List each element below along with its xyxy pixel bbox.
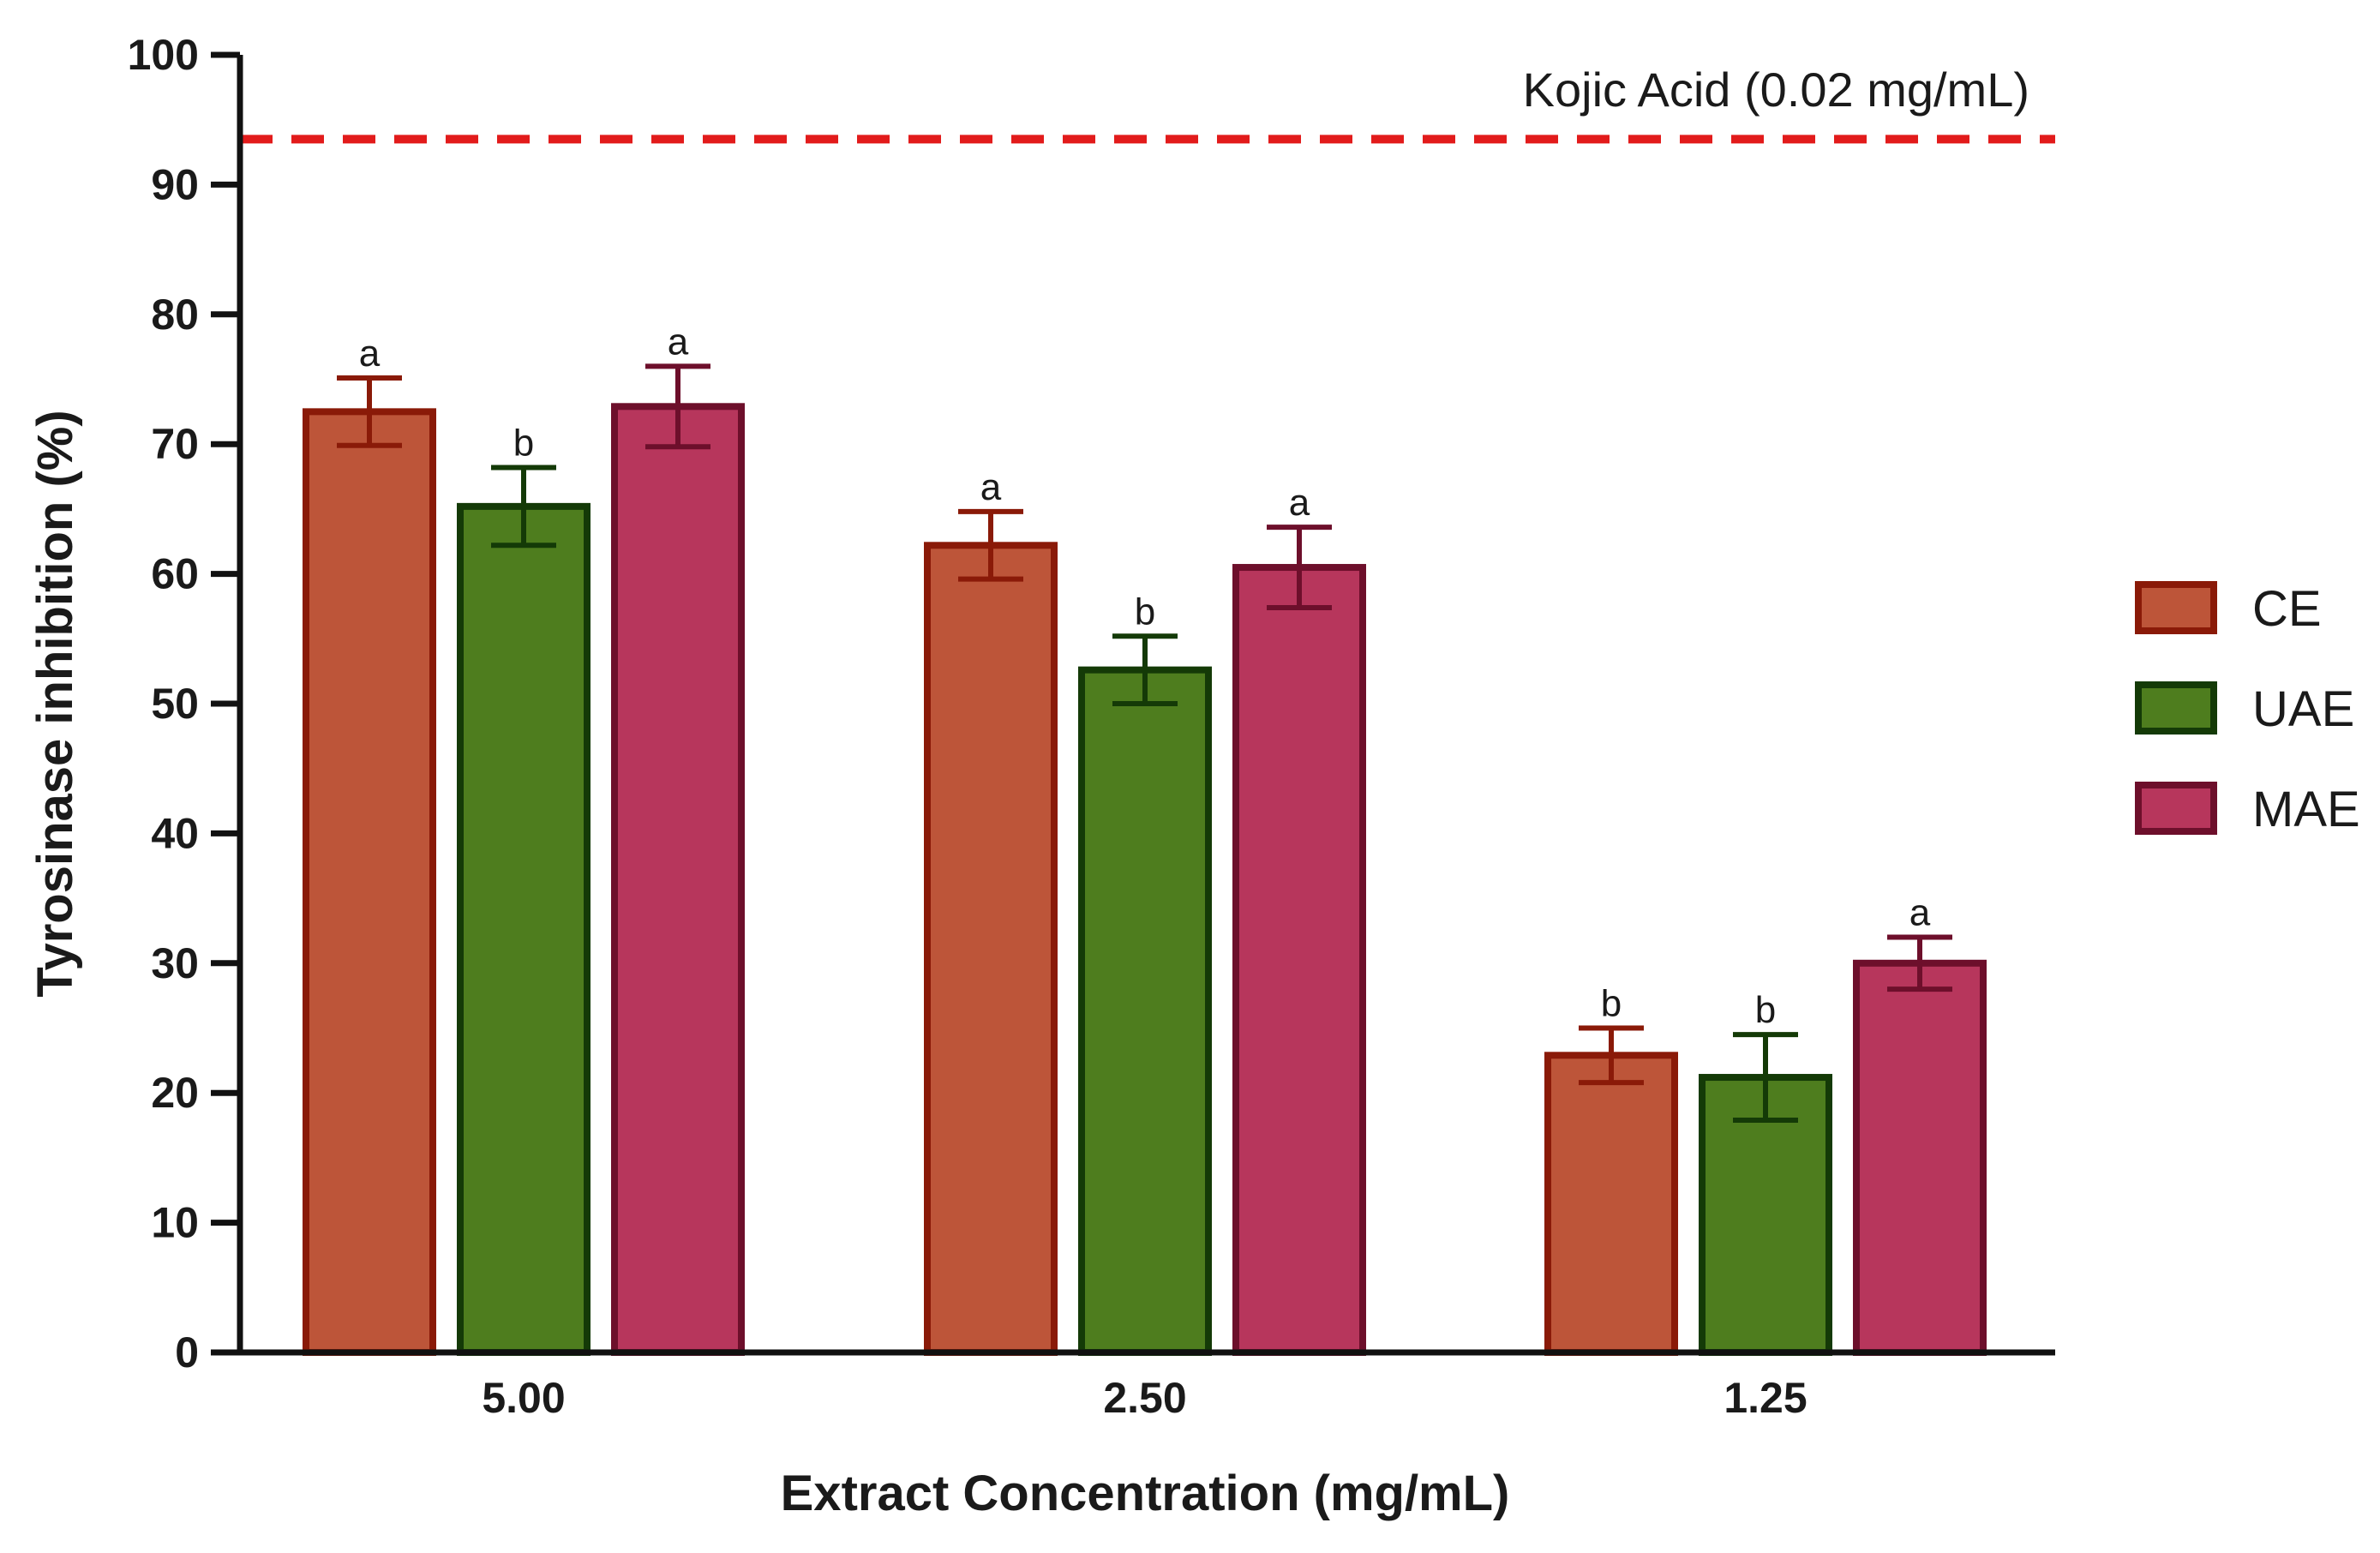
- reference-line-label: Kojic Acid (0.02 mg/mL): [1523, 63, 2029, 117]
- y-axis-title: Tyrosinase inhibition (%): [27, 410, 83, 997]
- significance-letter: a: [1909, 892, 1931, 934]
- bars-layer: a b a a b a b b a: [306, 321, 1983, 1352]
- y-tick-label: 70: [151, 420, 199, 468]
- y-tick-label: 60: [151, 550, 199, 598]
- bar: [1236, 567, 1363, 1352]
- legend-swatch: [2138, 585, 2214, 631]
- y-tick-label: 50: [151, 680, 199, 728]
- bar: [306, 411, 433, 1352]
- significance-letter: b: [1601, 983, 1622, 1025]
- legend-label: UAE: [2252, 681, 2354, 737]
- legend-label: CE: [2252, 581, 2322, 637]
- significance-letter: a: [1289, 482, 1310, 524]
- legend-swatch: [2138, 685, 2214, 731]
- y-tick-label: 10: [151, 1199, 199, 1247]
- x-tick-label: 2.50: [1103, 1374, 1186, 1422]
- y-tick-label: 90: [151, 160, 199, 208]
- bar: [1856, 963, 1983, 1352]
- significance-letter: b: [1755, 989, 1776, 1031]
- significance-letter: b: [513, 422, 534, 464]
- x-axis-title: Extract Concentration (mg/mL): [781, 1466, 1510, 1521]
- significance-letter: a: [359, 333, 381, 375]
- significance-letter: a: [668, 321, 689, 363]
- x-tick-label: 1.25: [1724, 1374, 1807, 1422]
- x-tick-label: 5.00: [482, 1374, 565, 1422]
- y-tick-label: 100: [128, 31, 199, 79]
- bar: [927, 545, 1054, 1352]
- y-tick-label: 30: [151, 939, 199, 987]
- y-tick-label: 0: [175, 1328, 199, 1376]
- y-tick-label: 40: [151, 809, 199, 857]
- bar-chart: a b a a b a b b a 0 10 20 30 40 50 60 70 80 90 100 5.00 2.50…: [0, 0, 2380, 1553]
- legend-label: MAE: [2252, 782, 2360, 837]
- significance-letter: b: [1135, 591, 1155, 633]
- bar: [614, 406, 741, 1352]
- y-tick-label: 20: [151, 1069, 199, 1117]
- legend: CE UAE MAE: [2138, 581, 2360, 837]
- significance-letter: a: [980, 466, 1002, 508]
- y-tick-label: 80: [151, 291, 199, 339]
- bar: [1548, 1055, 1675, 1352]
- bar: [460, 507, 587, 1352]
- legend-swatch: [2138, 785, 2214, 831]
- bar: [1082, 670, 1208, 1352]
